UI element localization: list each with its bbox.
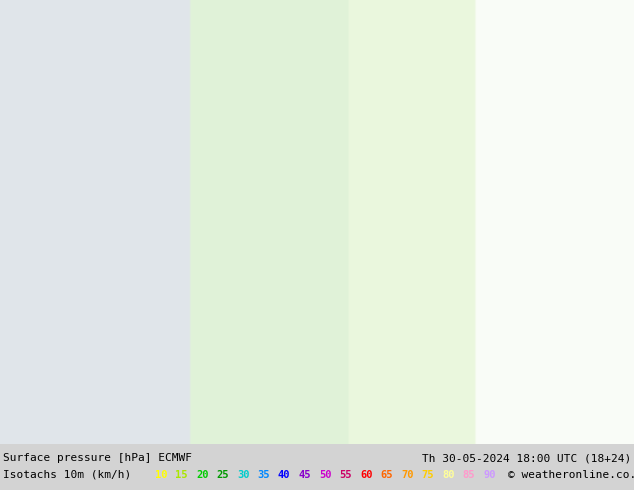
Text: Th 30-05-2024 18:00 UTC (18+24): Th 30-05-2024 18:00 UTC (18+24) — [422, 453, 631, 463]
Text: 40: 40 — [278, 470, 290, 480]
Text: 10: 10 — [155, 470, 167, 480]
Text: 15: 15 — [176, 470, 188, 480]
Text: 45: 45 — [299, 470, 311, 480]
Text: 85: 85 — [462, 470, 475, 480]
Text: © weatheronline.co.uk: © weatheronline.co.uk — [508, 470, 634, 480]
Text: 55: 55 — [339, 470, 352, 480]
Text: 75: 75 — [422, 470, 434, 480]
Text: 60: 60 — [360, 470, 373, 480]
Text: Isotachs 10m (km/h): Isotachs 10m (km/h) — [3, 470, 131, 480]
Text: 65: 65 — [380, 470, 393, 480]
Text: 25: 25 — [216, 470, 229, 480]
Text: 30: 30 — [237, 470, 250, 480]
Text: 50: 50 — [319, 470, 332, 480]
Text: 80: 80 — [442, 470, 455, 480]
Text: 20: 20 — [196, 470, 209, 480]
Text: 90: 90 — [483, 470, 496, 480]
Text: Surface pressure [hPa] ECMWF: Surface pressure [hPa] ECMWF — [3, 453, 192, 463]
Text: 35: 35 — [257, 470, 270, 480]
Text: 70: 70 — [401, 470, 413, 480]
